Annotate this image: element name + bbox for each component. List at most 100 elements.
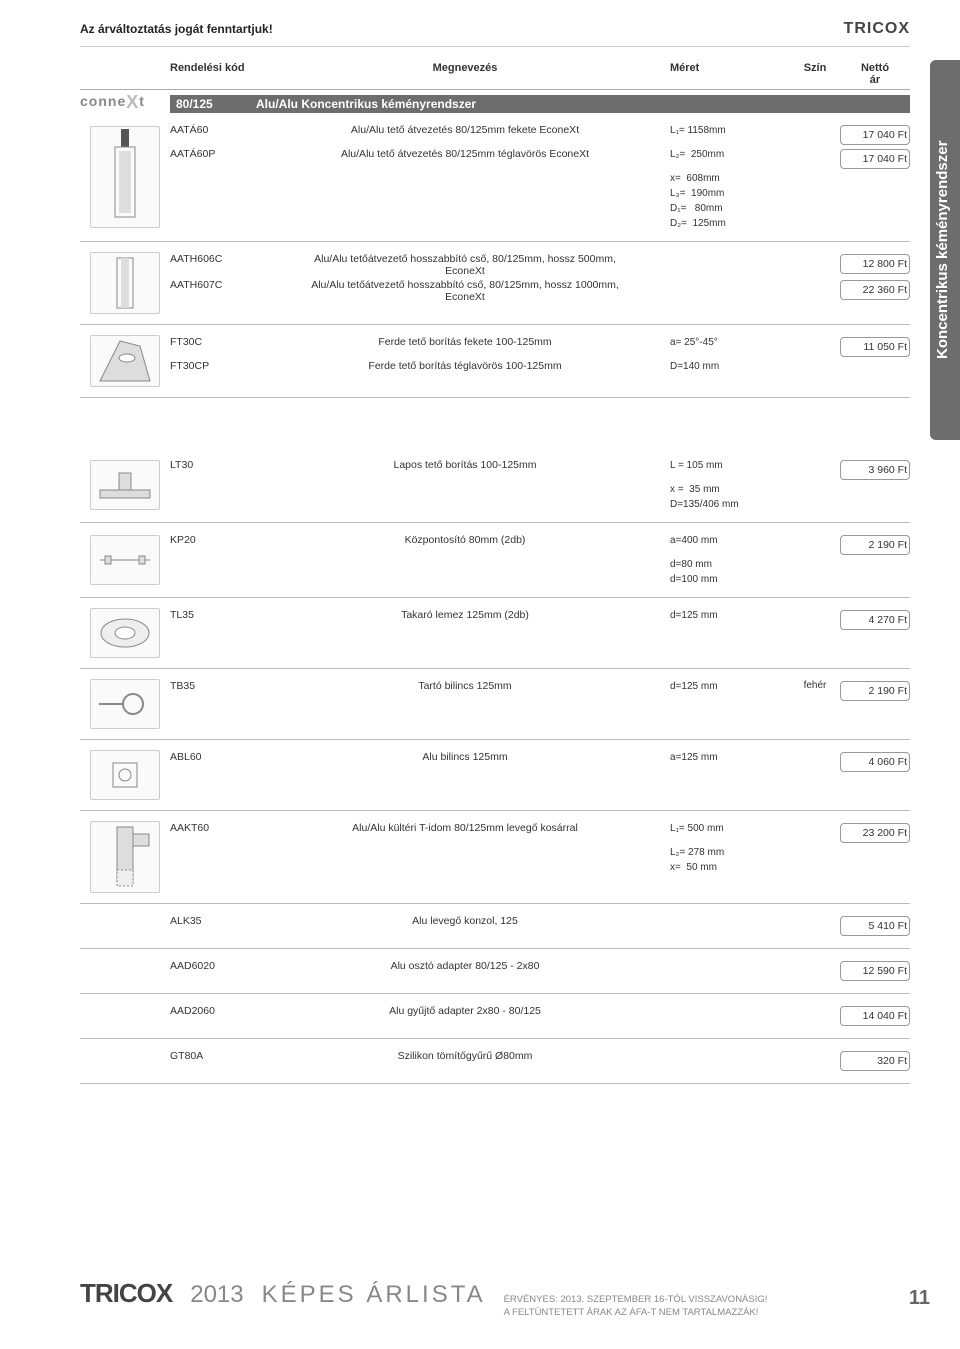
cell-code: AATH607C	[170, 279, 260, 291]
product-icon	[80, 959, 170, 983]
cell-size: D₂= 125mm	[670, 217, 790, 230]
cell-code: AATH606C	[170, 253, 260, 265]
table-row: TB35Tartó bilincs 125mmd=125 mmfehér2 19…	[170, 679, 910, 703]
cell-code: AATÁ60P	[170, 148, 260, 160]
cell-name: Alu/Alu tetőátvezető hosszabbító cső, 80…	[260, 253, 670, 277]
table-header: Rendelési kód Megnevezés Méret Szín Nett…	[80, 59, 910, 90]
cell-size: D₁= 80mm	[670, 202, 790, 215]
table-row: D₂= 125mm	[170, 216, 910, 231]
product-block: LT30Lapos tető borítás 100-125mmL = 105 …	[80, 448, 910, 523]
cell-size: D=135/406 mm	[670, 498, 790, 511]
cell-code: AATÁ60	[170, 124, 260, 136]
system-header-row: conneXt 80/125 Alu/Alu Koncentrikus kémé…	[80, 92, 910, 113]
cell-code: GT80A	[170, 1050, 260, 1062]
cell-price: 4 060 Ft	[840, 751, 910, 773]
cell-size: x= 608mm	[670, 172, 790, 185]
cell-size: d=125 mm	[670, 609, 790, 622]
cell-code: AAD2060	[170, 1005, 260, 1017]
cell-size: L₁= 500 mm	[670, 822, 790, 835]
col-size: Méret	[670, 62, 790, 86]
product-block: FT30CFerde tető borítás fekete 100-125mm…	[80, 325, 910, 398]
footer: TRICOX 2013 KÉPES ÁRLISTA ÉRVÉNYES: 2013…	[80, 1278, 930, 1319]
cell-price: 320 Ft	[840, 1050, 910, 1072]
table-row: AATÁ60PAlu/Alu tető átvezetés 80/125mm t…	[170, 147, 910, 171]
product-icon	[80, 458, 170, 512]
cell-name: Lapos tető borítás 100-125mm	[260, 459, 670, 471]
table-row: LT30Lapos tető borítás 100-125mmL = 105 …	[170, 458, 910, 482]
table-row: AATH606CAlu/Alu tetőátvezető hosszabbító…	[170, 252, 910, 278]
cell-price: 12 800 Ft	[840, 253, 910, 275]
cell-size: a=400 mm	[670, 534, 790, 547]
cell-name: Alu/Alu tetőátvezető hosszabbító cső, 80…	[260, 279, 670, 303]
cell-price: 2 190 Ft	[840, 534, 910, 556]
product-block: AATÁ60Alu/Alu tető átvezetés 80/125mm fe…	[80, 113, 910, 242]
product-icon	[80, 608, 170, 658]
table-row: ABL60Alu bilincs 125mma=125 mm4 060 Ft	[170, 750, 910, 774]
cell-code: LT30	[170, 459, 260, 471]
system-name: Alu/Alu Koncentrikus kéményrendszer	[256, 97, 904, 111]
cell-size: L₂= 250mm	[670, 148, 790, 161]
cell-color: fehér	[790, 680, 840, 691]
cell-code: TB35	[170, 680, 260, 692]
footer-year: 2013	[190, 1281, 243, 1309]
cell-name: Takaró lemez 125mm (2db)	[260, 609, 670, 621]
cell-name: Ferde tető borítás fekete 100-125mm	[260, 336, 670, 348]
table-row: AATH607CAlu/Alu tetőátvezető hosszabbító…	[170, 278, 910, 304]
footer-title: KÉPES ÁRLISTA	[262, 1281, 486, 1309]
cell-price: 5 410 Ft	[840, 915, 910, 937]
product-block: AAD6020Alu osztó adapter 80/125 - 2x8012…	[80, 949, 910, 994]
cell-size: d=125 mm	[670, 680, 790, 693]
table-row: FT30CPFerde tető borítás téglavörös 100-…	[170, 359, 910, 374]
page: Az árváltoztatás jogát fenntartjuk! TRIC…	[0, 0, 960, 1349]
cell-code: TL35	[170, 609, 260, 621]
table-row: x = 35 mm	[170, 482, 910, 497]
cell-price: 23 200 Ft	[840, 822, 910, 844]
cell-code: FT30C	[170, 336, 260, 348]
product-icon	[80, 123, 170, 231]
product-block: KP20Központosító 80mm (2db)a=400 mm2 190…	[80, 523, 910, 598]
col-name: Megnevezés	[260, 62, 670, 86]
product-block: ABL60Alu bilincs 125mma=125 mm4 060 Ft	[80, 740, 910, 811]
table-row: AAD2060Alu gyűjtő adapter 2x80 - 80/125 1…	[170, 1004, 910, 1028]
product-block: ALK35Alu levegő konzol, 125 5 410 Ft	[80, 904, 910, 949]
cell-price: 11 050 Ft	[840, 336, 910, 358]
cell-size: L₃= 190mm	[670, 187, 790, 200]
cell-price: 4 270 Ft	[840, 609, 910, 631]
product-block: TL35Takaró lemez 125mm (2db)d=125 mm 4 27…	[80, 598, 910, 669]
table-row: GT80ASzilikon tömítőgyűrű Ø80mm320 Ft	[170, 1049, 910, 1073]
footer-brand: TRICOX	[80, 1278, 172, 1309]
cell-price: 17 040 Ft	[840, 148, 910, 170]
cell-name: Alu gyűjtő adapter 2x80 - 80/125	[260, 1005, 670, 1017]
table-row: AAD6020Alu osztó adapter 80/125 - 2x8012…	[170, 959, 910, 983]
cell-price: 12 590 Ft	[840, 960, 910, 982]
product-icon	[80, 335, 170, 387]
cell-name: Alu levegő konzol, 125	[260, 915, 670, 927]
table-row: KP20Központosító 80mm (2db)a=400 mm2 190…	[170, 533, 910, 557]
cell-name: Központosító 80mm (2db)	[260, 534, 670, 546]
cell-size: x = 35 mm	[670, 483, 790, 496]
cell-code: AAD6020	[170, 960, 260, 972]
table-row: L₃= 190mm	[170, 186, 910, 201]
cell-code: ALK35	[170, 915, 260, 927]
cell-size: x= 50 mm	[670, 861, 790, 874]
product-block: GT80ASzilikon tömítőgyűrű Ø80mm320 Ft	[80, 1039, 910, 1084]
table-row: AATÁ60Alu/Alu tető átvezetés 80/125mm fe…	[170, 123, 910, 147]
table-row: d=80 mm	[170, 557, 910, 572]
product-icon	[80, 679, 170, 729]
table-row: ALK35Alu levegő konzol, 125 5 410 Ft	[170, 914, 910, 938]
table-row: L₂= 278 mm	[170, 845, 910, 860]
col-code: Rendelési kód	[170, 62, 260, 86]
cell-code: AAKT60	[170, 822, 260, 834]
product-block: AATH606CAlu/Alu tetőátvezető hosszabbító…	[80, 242, 910, 325]
side-tab: Koncentrikus kéményrendszer	[930, 60, 960, 440]
product-icon	[80, 821, 170, 893]
table-row: d=100 mm	[170, 572, 910, 587]
product-icon	[80, 1004, 170, 1028]
cell-price: 14 040 Ft	[840, 1005, 910, 1027]
product-icon	[80, 1049, 170, 1073]
cell-size: L₁= 1158mm	[670, 124, 790, 137]
top-note: Az árváltoztatás jogát fenntartjuk!	[80, 22, 273, 36]
table-row: x= 608mm	[170, 171, 910, 186]
cell-code: ABL60	[170, 751, 260, 763]
cell-size: a=125 mm	[670, 751, 790, 764]
